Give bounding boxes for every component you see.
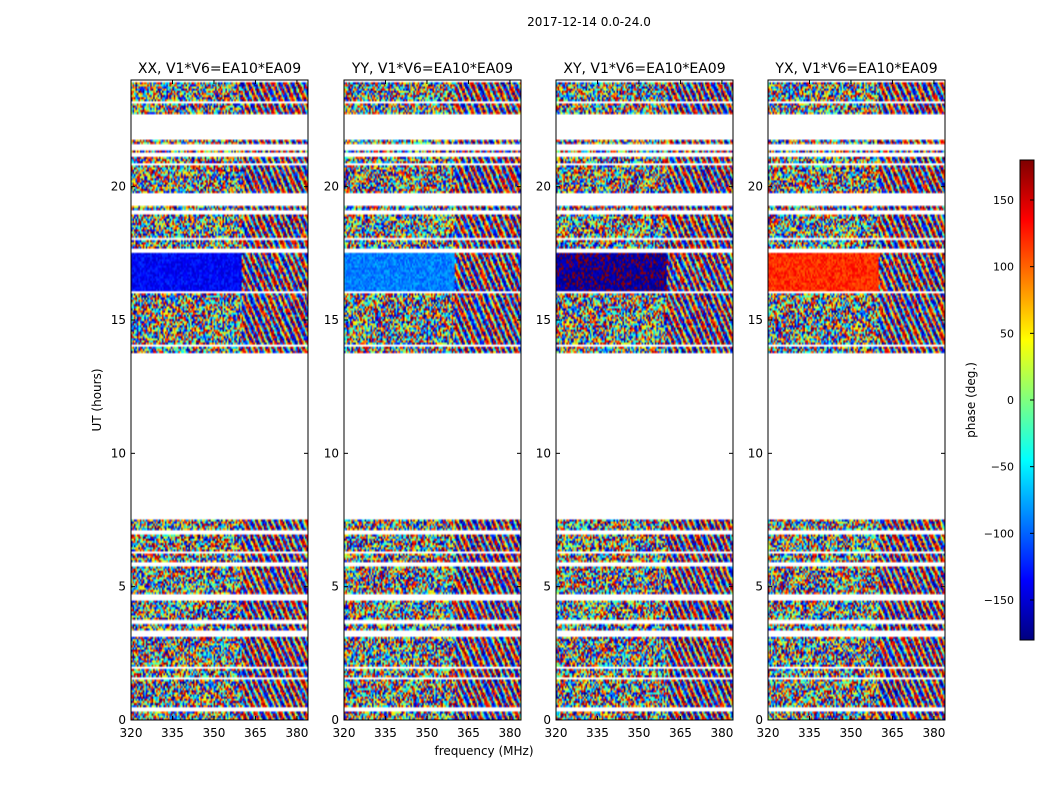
y-tick-label: 5 [755,580,763,594]
phase-heatmap [344,80,521,720]
x-tick-label: 350 [628,726,651,740]
y-tick-label: 15 [111,313,126,327]
x-tick-label: 380 [498,726,521,740]
y-tick-label: 10 [748,446,763,460]
x-tick-label: 320 [333,726,356,740]
x-tick-label: 320 [757,726,780,740]
panel-frame [555,79,734,721]
phase-heatmap [131,80,308,720]
panel-frame [130,79,309,721]
x-tick-label: 365 [669,726,692,740]
colorbar: 150 100 50 0 −50 −100 −150 phase (deg.) [964,159,1035,641]
y-axis-label: UT (hours) [90,368,104,431]
x-tick-label: 350 [840,726,863,740]
y-tick-label: 5 [331,580,339,594]
y-tick-label: 0 [118,713,126,727]
y-tick-label: 20 [324,180,339,194]
panel-3: XY, V1*V6=EA10*EA09 320 335 350 365 380 0 5 10 15… [536,61,734,740]
x-tick-label: 365 [881,726,904,740]
colorbar-tick-label: −150 [984,594,1014,607]
y-tick-label: 20 [536,180,551,194]
x-tick-label: 320 [120,726,143,740]
y-tick-label: 5 [543,580,551,594]
y-tick-label: 20 [111,180,126,194]
x-tick-label: 365 [457,726,480,740]
y-tick-label: 0 [543,713,551,727]
panel-1: XX, V1*V6=EA10*EA09 320 335 350 365 380 0 5 10 15… [111,61,309,740]
panel-4: YX, V1*V6=EA10*EA09 320 335 350 365 380 0 5 10 15… [748,61,946,740]
panel-title: XX, V1*V6=EA10*EA09 [138,61,301,77]
y-tick-label: 10 [111,446,126,460]
y-tick-label: 10 [536,446,551,460]
y-tick-label: 20 [748,180,763,194]
y-tick-label: 0 [331,713,339,727]
colorbar-tick-label: 150 [993,194,1014,207]
x-tick-label: 350 [203,726,226,740]
y-tick-label: 15 [324,313,339,327]
colorbar-tick-label: 0 [1007,394,1014,407]
panel-title: XY, V1*V6=EA10*EA09 [563,61,725,77]
x-tick-label: 380 [285,726,308,740]
colorbar-label: phase (deg.) [964,362,978,438]
colorbar-tick-label: −100 [984,527,1014,540]
y-tick-label: 10 [324,446,339,460]
colorbar-tick-label: −50 [991,461,1014,474]
x-axis-label: frequency (MHz) [434,744,533,758]
y-tick-label: 15 [748,313,763,327]
phase-heatmap [556,80,733,720]
colorbar-ticks: 150 100 50 0 −50 −100 −150 [984,194,1034,607]
panel-frame [343,79,522,721]
colorbar-tick-label: 50 [1000,327,1014,340]
phase-heatmap [768,80,945,720]
x-tick-label: 335 [374,726,397,740]
x-tick-label: 380 [710,726,733,740]
panel-title: YY, V1*V6=EA10*EA09 [351,61,513,77]
panels: XX, V1*V6=EA10*EA09 320 335 350 365 380 0 5 10 15… [111,61,946,740]
x-tick-label: 335 [798,726,821,740]
suptitle: 2017-12-14 0.0-24.0 [527,15,651,29]
y-tick-label: 15 [536,313,551,327]
x-tick-label: 335 [161,726,184,740]
panel-title: YX, V1*V6=EA10*EA09 [774,61,937,77]
panel-frame [767,79,946,721]
x-tick-label: 365 [244,726,267,740]
x-tick-label: 335 [586,726,609,740]
x-tick-label: 350 [416,726,439,740]
colorbar-tick-label: 100 [993,261,1014,274]
x-tick-label: 380 [922,726,945,740]
y-tick-label: 0 [755,713,763,727]
x-tick-label: 320 [545,726,568,740]
y-tick-label: 5 [118,580,126,594]
panel-2: YY, V1*V6=EA10*EA09 320 335 350 365 380 0 5 10 15… [324,61,522,740]
